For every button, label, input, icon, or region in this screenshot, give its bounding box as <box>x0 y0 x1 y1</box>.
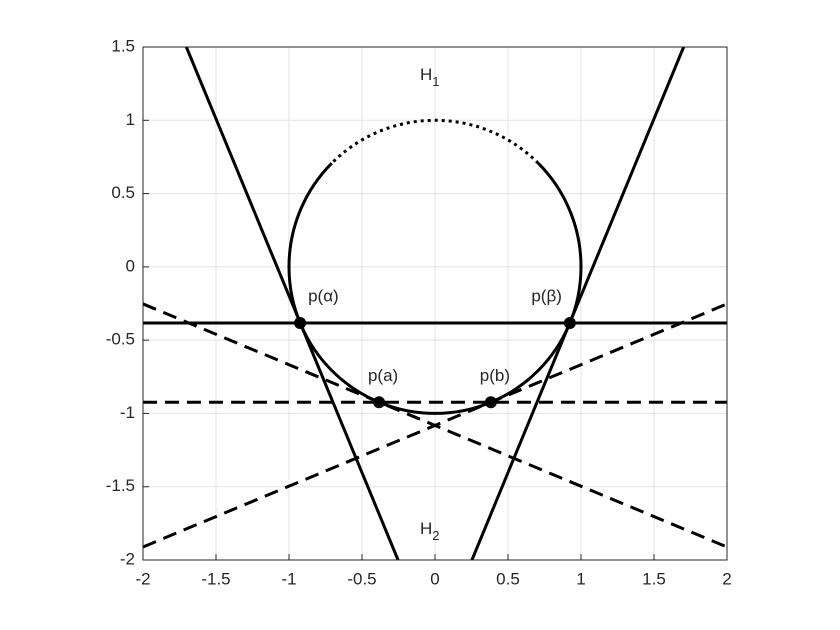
annotation: H1 <box>420 65 440 89</box>
point-label: p(α) <box>308 286 339 305</box>
y-tick-label: 1.5 <box>111 36 135 55</box>
x-tick-label: -1.5 <box>201 569 230 588</box>
x-tick-label: -2 <box>135 569 150 588</box>
x-tick-label: 1 <box>576 569 585 588</box>
solid-line <box>470 46 686 561</box>
y-tick-label: -0.5 <box>106 330 135 349</box>
solid-line <box>184 46 400 561</box>
point <box>563 316 576 329</box>
x-tick-label: -0.5 <box>347 569 376 588</box>
y-tick-label: -1 <box>120 403 135 422</box>
point-label: p(β) <box>531 286 562 305</box>
point <box>484 396 497 409</box>
y-tick-label: 0 <box>126 256 135 275</box>
circle-arc-solid <box>287 162 583 415</box>
dashed-line <box>142 302 728 549</box>
point <box>373 396 386 409</box>
y-tick-label: -1.5 <box>106 476 135 495</box>
circle-arc-dotted <box>330 118 540 165</box>
annotation: H2 <box>420 519 440 543</box>
x-tick-label: 0.5 <box>496 569 520 588</box>
plot-area <box>142 46 728 561</box>
y-tick-label: 1 <box>126 110 135 129</box>
y-tick-label: -2 <box>120 549 135 568</box>
x-tick-label: 1.5 <box>642 569 666 588</box>
point <box>294 316 307 329</box>
point-label: p(a) <box>368 366 398 385</box>
y-tick-label: 0.5 <box>111 183 135 202</box>
x-tick-label: 2 <box>722 569 731 588</box>
x-tick-label: -1 <box>281 569 296 588</box>
point-label: p(b) <box>480 366 510 385</box>
x-tick-label: 0 <box>430 569 439 588</box>
